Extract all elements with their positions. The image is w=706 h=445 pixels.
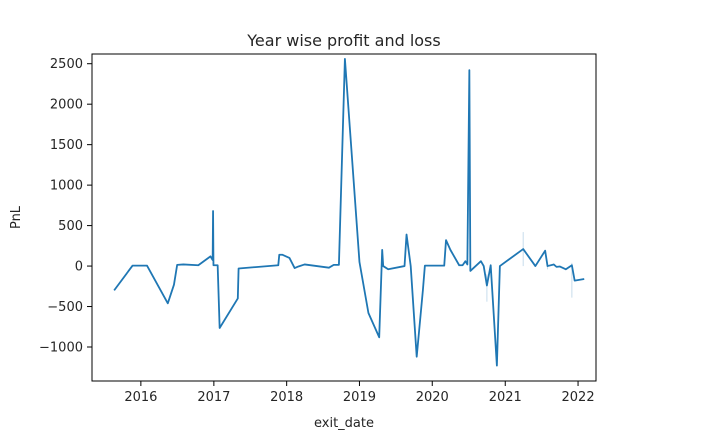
x-tick-label: 2022 [562,390,595,405]
chart-title: Year wise profit and loss [246,31,440,50]
y-tick-label: −1000 [39,341,83,356]
y-tick-label: 2000 [50,98,83,113]
x-tick-label: 2019 [343,390,376,405]
x-axis-label: exit_date [314,416,374,431]
y-axis-label: PnL [9,205,24,229]
plot-frame [91,53,597,382]
x-tick-label: 2017 [197,390,230,405]
pnl-series-line [113,57,585,367]
x-tick-label: 2018 [270,390,303,405]
x-tick-label: 2016 [124,390,157,405]
x-tick-label: 2020 [416,390,449,405]
y-tick-label: 1000 [50,179,83,194]
y-tick-label: 0 [75,260,83,275]
y-tick-label: 500 [58,219,83,234]
y-tick-label: −500 [47,300,83,315]
x-tick-label: 2021 [489,390,522,405]
y-tick-label: 2500 [50,57,83,72]
y-tick-label: 1500 [50,138,83,153]
